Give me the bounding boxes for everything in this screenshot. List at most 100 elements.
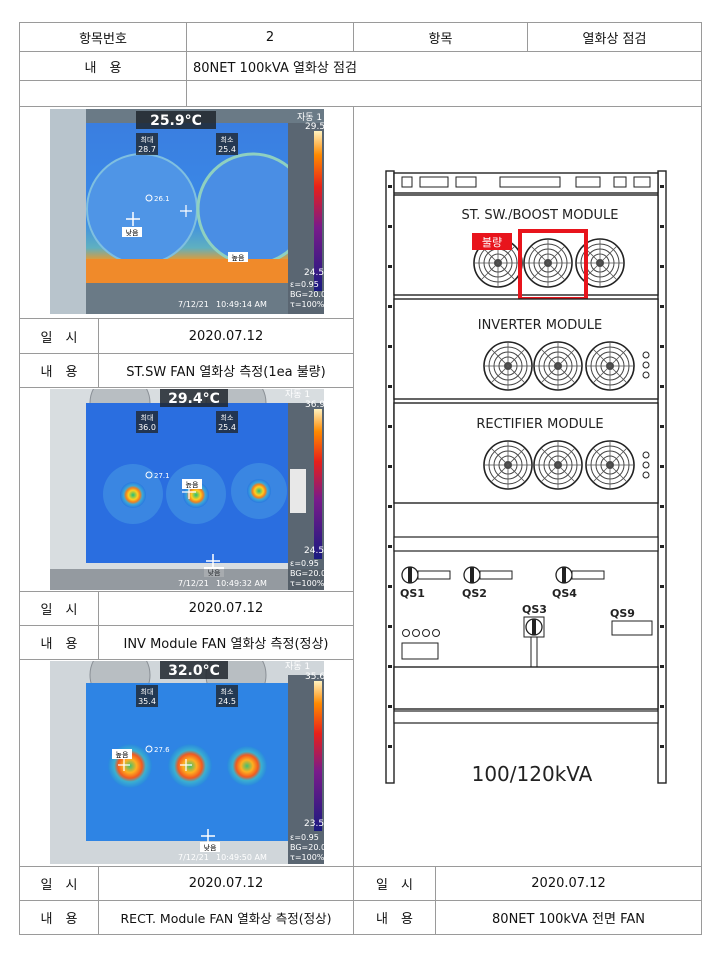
fan-icon bbox=[483, 440, 533, 490]
thermal-scale-bottom-2: 24.5 bbox=[304, 546, 324, 556]
fan-icon bbox=[575, 238, 625, 288]
thermal-tau-3: τ=100% bbox=[290, 853, 324, 862]
date-label-1: 일 시 bbox=[19, 318, 99, 354]
thermal-min-value-2: 25.4 bbox=[218, 423, 236, 432]
thermal-scale-top-2: 36.9 bbox=[305, 400, 324, 410]
thermal-tag-high-2: 높음 bbox=[186, 481, 199, 489]
thermal-image-inv: 29.4°C 자동 1 36.9 24.5 최대 36.0 최소 25.4 27… bbox=[50, 389, 324, 590]
date-value-2: 2020.07.12 bbox=[98, 591, 354, 626]
fan-icon bbox=[585, 341, 635, 391]
ups-cabinet-diagram: ST. SW./BOOST MODULE 불량 INVERTER MODULE … bbox=[380, 165, 680, 795]
thermal-min-label-2: 최소 bbox=[221, 413, 234, 422]
thermal-scale-top-3: 35.6 bbox=[305, 672, 324, 682]
thermal-tag-low-1: 낮음 bbox=[126, 228, 139, 237]
thermal-time-2: 10:49:32 AM bbox=[216, 579, 267, 588]
switch-label-qs1: QS1 bbox=[400, 587, 425, 600]
content-label-3: 내 용 bbox=[19, 900, 99, 935]
module-label-st-sw: ST. SW./BOOST MODULE bbox=[462, 208, 619, 223]
item-value: 열화상 점검 bbox=[527, 22, 702, 52]
item-no-value: 2 bbox=[186, 22, 354, 52]
thermal-time-3: 10:49:50 AM bbox=[216, 853, 267, 862]
thermal-min-value-1: 25.4 bbox=[218, 145, 236, 154]
item-label: 항목 bbox=[353, 22, 528, 52]
content-value: 80NET 100kVA 열화상 점검 bbox=[186, 51, 702, 81]
thermal-scale-bottom-3: 23.5 bbox=[304, 819, 324, 829]
thermal-tau-1: τ=100% bbox=[290, 300, 324, 309]
thermal-mode-2: 자동 1 bbox=[285, 389, 310, 400]
thermal-temp-1: 25.9°C bbox=[150, 113, 202, 129]
thermal-max-value-3: 35.4 bbox=[138, 697, 156, 706]
date-label-3: 일 시 bbox=[19, 866, 99, 901]
thermal-date-1: 7/12/21 bbox=[178, 300, 209, 309]
item-no-label: 항목번호 bbox=[19, 22, 187, 52]
empty-cell-right bbox=[186, 80, 702, 107]
thermal-emissivity-3: ε=0.95 bbox=[290, 833, 319, 842]
content-label-2: 내 용 bbox=[19, 625, 99, 660]
switch-label-qs2: QS2 bbox=[462, 587, 487, 600]
thermal-emissivity-1: ε=0.95 bbox=[290, 280, 319, 289]
thermal-min-value-3: 24.5 bbox=[218, 697, 236, 706]
crosshair-icon bbox=[206, 554, 220, 568]
date-value-3: 2020.07.12 bbox=[98, 866, 354, 901]
defect-tag: 불량 bbox=[482, 236, 502, 249]
content-label-1: 내 용 bbox=[19, 353, 99, 388]
thermal-max-label-2: 최대 bbox=[141, 413, 154, 422]
thermal-point-3: 27.6 bbox=[154, 746, 170, 754]
thermal-time-1: 10:49:14 AM bbox=[216, 300, 267, 309]
switch-label-qs4: QS4 bbox=[552, 587, 577, 600]
content-label: 내 용 bbox=[19, 51, 187, 81]
thermal-image-st-sw: 25.9°C 자동 1 29.5 24.5 최대 28.7 최소 25.4 26… bbox=[50, 109, 324, 314]
fan-icon bbox=[533, 440, 583, 490]
date-value-1: 2020.07.12 bbox=[98, 318, 354, 354]
thermal-max-value-2: 36.0 bbox=[138, 423, 156, 432]
date-value-4: 2020.07.12 bbox=[435, 866, 702, 901]
crosshair-icon bbox=[126, 212, 140, 226]
module-label-rectifier: RECTIFIER MODULE bbox=[476, 417, 603, 432]
thermal-temp-2: 29.4°C bbox=[168, 391, 220, 407]
thermal-emissivity-2: ε=0.95 bbox=[290, 559, 319, 568]
content-value-4: 80NET 100kVA 전면 FAN bbox=[435, 900, 702, 935]
crosshair-icon bbox=[201, 829, 215, 843]
module-label-inverter: INVERTER MODULE bbox=[478, 318, 603, 333]
crosshair-icon bbox=[180, 759, 192, 771]
fan-icon bbox=[523, 238, 573, 288]
thermal-tag-high-3: 높음 bbox=[116, 751, 129, 759]
date-label-2: 일 시 bbox=[19, 591, 99, 626]
crosshair-icon bbox=[180, 205, 192, 217]
thermal-bg-2: BG=20.0 bbox=[290, 569, 324, 578]
thermal-date-2: 7/12/21 bbox=[178, 579, 209, 588]
thermal-tau-2: τ=100% bbox=[290, 579, 324, 588]
crosshair-icon bbox=[118, 759, 130, 771]
thermal-mode-3: 자동 1 bbox=[285, 661, 310, 672]
thermal-scale-bottom-1: 24.5 bbox=[304, 268, 324, 278]
thermal-scale-top-1: 29.5 bbox=[305, 122, 324, 132]
content-label-4: 내 용 bbox=[353, 900, 436, 935]
thermal-max-label-1: 최대 bbox=[141, 135, 154, 144]
date-label-4: 일 시 bbox=[353, 866, 436, 901]
thermal-min-label-3: 최소 bbox=[221, 687, 234, 696]
content-value-2: INV Module FAN 열화상 측정(정상) bbox=[98, 625, 354, 660]
content-value-3: RECT. Module FAN 열화상 측정(정상) bbox=[98, 900, 354, 935]
fan-icon bbox=[533, 341, 583, 391]
rating-label: 100/120kVA bbox=[472, 762, 593, 786]
thermal-tag-high-1: 높음 bbox=[232, 254, 245, 262]
thermal-date-3: 7/12/21 bbox=[178, 853, 209, 862]
switch-label-qs3: QS3 bbox=[522, 603, 547, 616]
fan-icon bbox=[483, 341, 533, 391]
fan-icon bbox=[585, 440, 635, 490]
thermal-bg-1: BG=20.0 bbox=[290, 290, 324, 299]
thermal-point-2: 27.1 bbox=[154, 472, 170, 480]
thermal-max-value-1: 28.7 bbox=[138, 145, 156, 154]
thermal-mode-1: 자동 1 bbox=[297, 112, 322, 123]
crosshair-icon bbox=[182, 485, 196, 499]
thermal-tag-low-3: 낮음 bbox=[204, 843, 217, 852]
content-value-1: ST.SW FAN 열화상 측정(1ea 불량) bbox=[98, 353, 354, 388]
thermal-max-label-3: 최대 bbox=[141, 687, 154, 696]
empty-cell-left bbox=[19, 80, 187, 107]
thermal-temp-3: 32.0°C bbox=[168, 663, 220, 679]
thermal-point-1: 26.1 bbox=[154, 195, 170, 203]
thermal-bg-3: BG=20.0 bbox=[290, 843, 324, 852]
thermal-image-rect: 32.0°C 자동 1 35.6 23.5 최대 35.4 최소 24.5 높음… bbox=[50, 661, 324, 864]
switch-label-qs9: QS9 bbox=[610, 607, 635, 620]
thermal-min-label-1: 최소 bbox=[221, 135, 234, 144]
